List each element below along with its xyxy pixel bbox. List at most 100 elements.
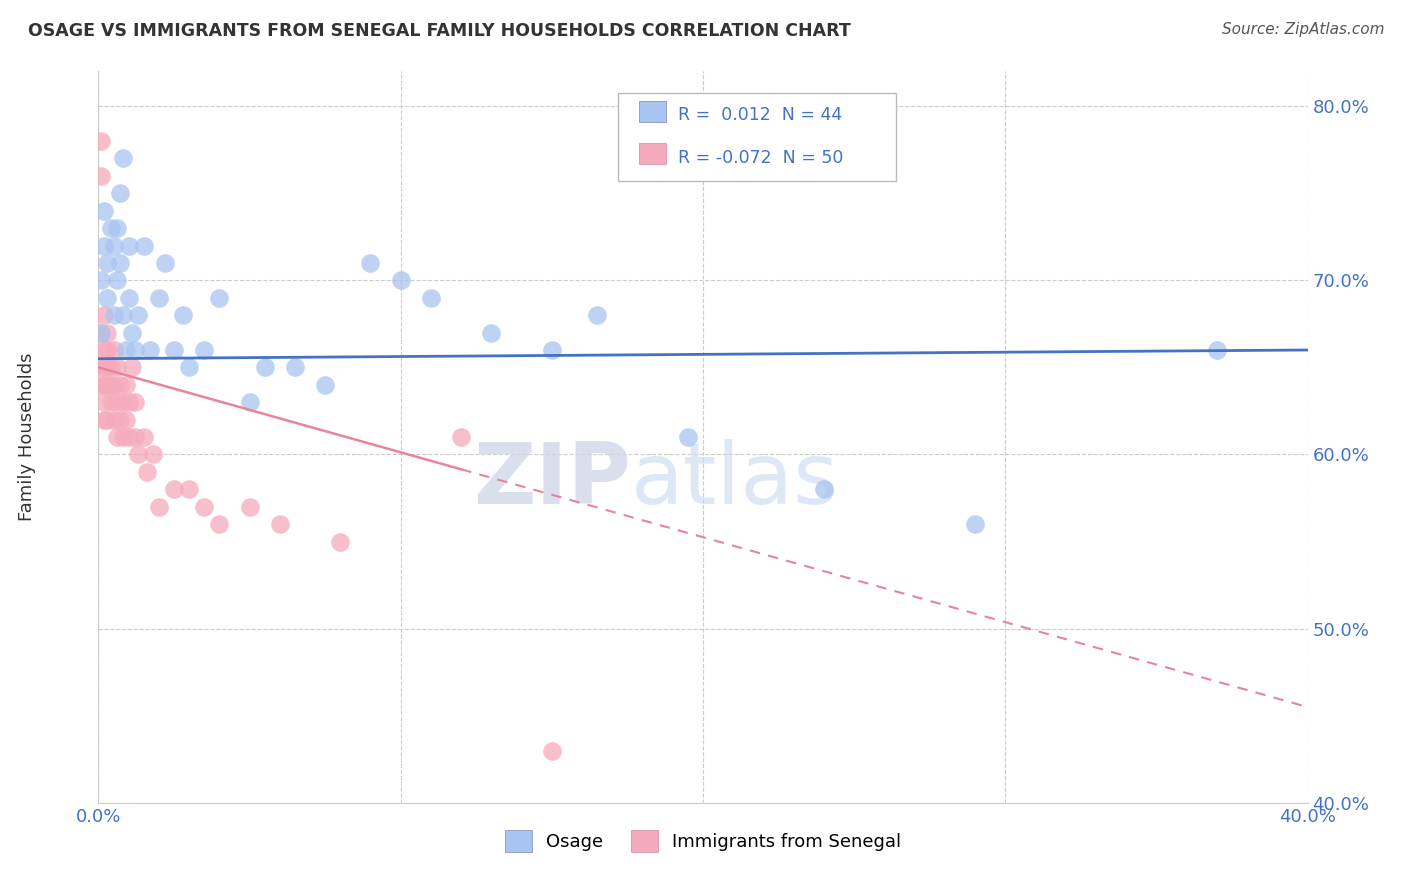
Point (148, 500, 170, 514)
Point (103, 238, 125, 252)
Point (90, 273, 112, 287)
Point (105, 273, 128, 287)
Point (96, 291, 118, 305)
Point (118, 291, 141, 305)
Point (111, 395, 134, 409)
Point (93, 343, 115, 357)
Point (540, 743, 562, 757)
Point (96, 360, 118, 375)
Point (450, 430, 472, 444)
Point (813, 483, 835, 497)
Text: R =  0.012  N = 44: R = 0.012 N = 44 (678, 106, 842, 124)
Point (103, 377, 125, 392)
Point (93, 203, 115, 218)
Point (105, 360, 128, 375)
Point (208, 517, 231, 532)
Point (132, 238, 155, 252)
Point (540, 343, 562, 357)
Point (93, 360, 115, 375)
Point (114, 343, 136, 357)
Point (90, 169, 112, 183)
Bar (638, 101, 665, 122)
Point (1206, 343, 1229, 357)
Point (389, 273, 412, 287)
Point (100, 377, 122, 392)
Point (127, 448, 149, 462)
Point (108, 377, 131, 392)
Point (103, 412, 125, 426)
Text: Source: ZipAtlas.com: Source: ZipAtlas.com (1222, 22, 1385, 37)
Point (93, 238, 115, 252)
Point (269, 517, 291, 532)
Y-axis label: Family Households: Family Households (18, 353, 37, 521)
Point (93, 308, 115, 322)
Point (239, 500, 262, 514)
Point (105, 395, 128, 409)
Point (111, 430, 134, 444)
Point (96, 377, 118, 392)
Text: ZIP: ZIP (472, 440, 630, 523)
Point (127, 308, 149, 322)
Point (132, 430, 155, 444)
Point (124, 430, 146, 444)
Point (96, 256, 118, 270)
Point (108, 186, 131, 201)
Point (90, 377, 112, 392)
Point (118, 430, 141, 444)
Point (105, 221, 128, 235)
Point (179, 360, 201, 375)
Point (124, 343, 146, 357)
FancyBboxPatch shape (619, 94, 897, 181)
Point (90, 326, 112, 340)
Point (163, 483, 186, 497)
Point (329, 534, 352, 549)
Point (139, 343, 162, 357)
Point (172, 308, 194, 322)
Point (100, 221, 122, 235)
Point (96, 412, 118, 426)
Point (90, 134, 112, 148)
Point (121, 326, 143, 340)
Point (965, 517, 987, 532)
Point (108, 256, 131, 270)
Point (124, 395, 146, 409)
Point (148, 291, 170, 305)
Text: OSAGE VS IMMIGRANTS FROM SENEGAL FAMILY HOUSEHOLDS CORRELATION CHART: OSAGE VS IMMIGRANTS FROM SENEGAL FAMILY … (28, 22, 851, 40)
Point (481, 326, 503, 340)
Point (284, 360, 307, 375)
Point (135, 465, 157, 479)
Point (193, 343, 215, 357)
Point (111, 152, 134, 166)
Point (100, 360, 122, 375)
Legend: Osage, Immigrants from Senegal: Osage, Immigrants from Senegal (498, 823, 908, 860)
Point (111, 308, 134, 322)
Point (193, 500, 215, 514)
Bar (638, 144, 665, 164)
Point (96, 343, 118, 357)
Point (179, 483, 201, 497)
Point (314, 377, 336, 392)
Point (103, 308, 125, 322)
Point (103, 343, 125, 357)
Point (118, 395, 141, 409)
Point (586, 308, 609, 322)
Point (108, 412, 131, 426)
Point (153, 256, 176, 270)
Point (420, 291, 443, 305)
Point (93, 395, 115, 409)
Point (118, 238, 141, 252)
Point (114, 412, 136, 426)
Point (90, 360, 112, 375)
Text: R = -0.072  N = 50: R = -0.072 N = 50 (678, 149, 844, 167)
Point (96, 326, 118, 340)
Text: atlas: atlas (630, 440, 838, 523)
Point (121, 360, 143, 375)
Point (360, 256, 382, 270)
Point (93, 412, 115, 426)
Point (90, 326, 112, 340)
Point (93, 377, 115, 392)
Point (239, 395, 262, 409)
Point (142, 448, 165, 462)
Point (208, 291, 231, 305)
Point (105, 430, 128, 444)
